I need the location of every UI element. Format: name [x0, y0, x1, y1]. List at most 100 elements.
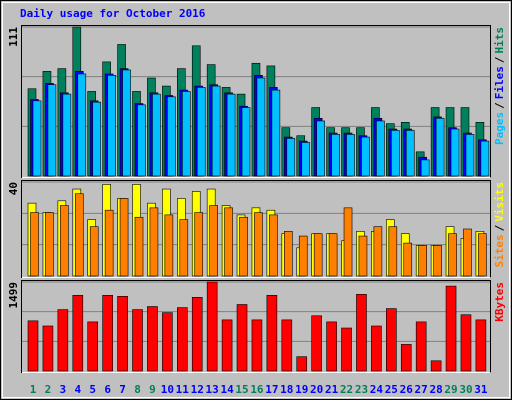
bar: [32, 100, 42, 177]
x-tick-label: 31: [474, 383, 488, 396]
bar: [445, 285, 457, 372]
bar: [182, 91, 191, 177]
bar: [30, 212, 39, 277]
bar: [57, 309, 69, 372]
bar: [311, 315, 322, 372]
legend-separator: /: [493, 102, 506, 109]
x-tick-label: 22: [340, 383, 353, 396]
bar: [196, 87, 206, 177]
x-tick-label: 25: [385, 383, 398, 396]
bar: [286, 138, 296, 177]
bar: [224, 207, 233, 277]
chart-title: Daily usage for October 2016: [20, 7, 206, 20]
legend: Pages / Files / Hits: [493, 27, 506, 145]
bar: [107, 75, 116, 177]
bar: [301, 142, 311, 177]
x-tick-label: 5: [89, 383, 96, 396]
bar: [194, 212, 204, 277]
y-max-label: 40: [7, 182, 20, 195]
bar: [266, 294, 278, 372]
x-tick-label: 1: [30, 383, 37, 396]
bar: [226, 93, 236, 177]
bar: [47, 84, 57, 177]
legend-entry: Sites: [493, 234, 506, 267]
bar: [400, 344, 412, 372]
bar: [119, 198, 129, 277]
bar: [89, 226, 99, 277]
x-tick-label: 2: [45, 383, 52, 396]
legend-entry: KBytes: [493, 282, 506, 322]
bar: [343, 207, 353, 277]
bar: [72, 294, 84, 372]
x-tick-label: 7: [119, 383, 126, 396]
bar: [211, 85, 221, 177]
x-tick-label: 30: [459, 383, 472, 396]
bar: [102, 294, 113, 372]
bar: [239, 216, 248, 277]
bar: [132, 309, 143, 372]
bar: [420, 159, 430, 177]
bar: [209, 205, 218, 277]
x-tick-label: 12: [191, 383, 204, 396]
bar: [74, 193, 84, 277]
bar: [206, 281, 218, 372]
x-tick-label: 13: [206, 383, 219, 396]
bar: [465, 134, 475, 177]
x-tick-label: 9: [149, 383, 156, 396]
bar: [92, 101, 102, 177]
bar: [313, 233, 323, 277]
x-tick-label: 11: [176, 383, 190, 396]
x-tick-label: 24: [370, 383, 384, 396]
bar: [42, 325, 54, 372]
bar: [296, 356, 308, 372]
legend-entry: Pages: [493, 112, 506, 145]
bar: [221, 319, 233, 372]
bar: [386, 308, 397, 372]
bar: [152, 93, 161, 177]
x-tick-label: 28: [429, 383, 442, 396]
x-tick-label: 6: [104, 383, 111, 396]
bar: [298, 235, 308, 277]
x-tick-label: 19: [295, 383, 308, 396]
bar: [62, 93, 72, 177]
x-tick-label: 8: [134, 383, 141, 396]
bar: [435, 117, 445, 177]
legend-entry: Hits: [493, 27, 506, 54]
bar: [45, 212, 54, 277]
bar: [77, 73, 87, 177]
bar: [87, 321, 99, 372]
bar: [430, 360, 442, 372]
bar: [162, 312, 173, 372]
bar: [281, 319, 293, 372]
bar: [463, 228, 472, 277]
bar: [164, 214, 174, 277]
bar: [448, 233, 457, 277]
x-tick-label: 29: [444, 383, 457, 396]
bar: [361, 136, 370, 177]
bar: [358, 235, 368, 277]
bar: [149, 207, 159, 277]
legend-separator: /: [493, 56, 506, 63]
x-tick-label: 15: [235, 383, 248, 396]
x-tick-label: 4: [74, 383, 81, 396]
bar: [147, 306, 158, 372]
bar: [254, 212, 263, 277]
bar: [391, 130, 400, 177]
bar: [480, 140, 490, 177]
bar: [433, 245, 442, 277]
legend-separator: /: [493, 224, 506, 231]
bar: [326, 321, 337, 372]
bar: [236, 304, 248, 372]
bar: [104, 209, 114, 277]
bar: [478, 233, 487, 277]
bar: [418, 245, 427, 277]
bar: [341, 327, 352, 372]
y-max-label: 111: [7, 27, 20, 47]
x-tick-label: 23: [355, 383, 368, 396]
bar: [450, 128, 460, 177]
bar: [371, 325, 382, 372]
bar: [256, 77, 266, 177]
x-tick-label: 27: [415, 383, 428, 396]
